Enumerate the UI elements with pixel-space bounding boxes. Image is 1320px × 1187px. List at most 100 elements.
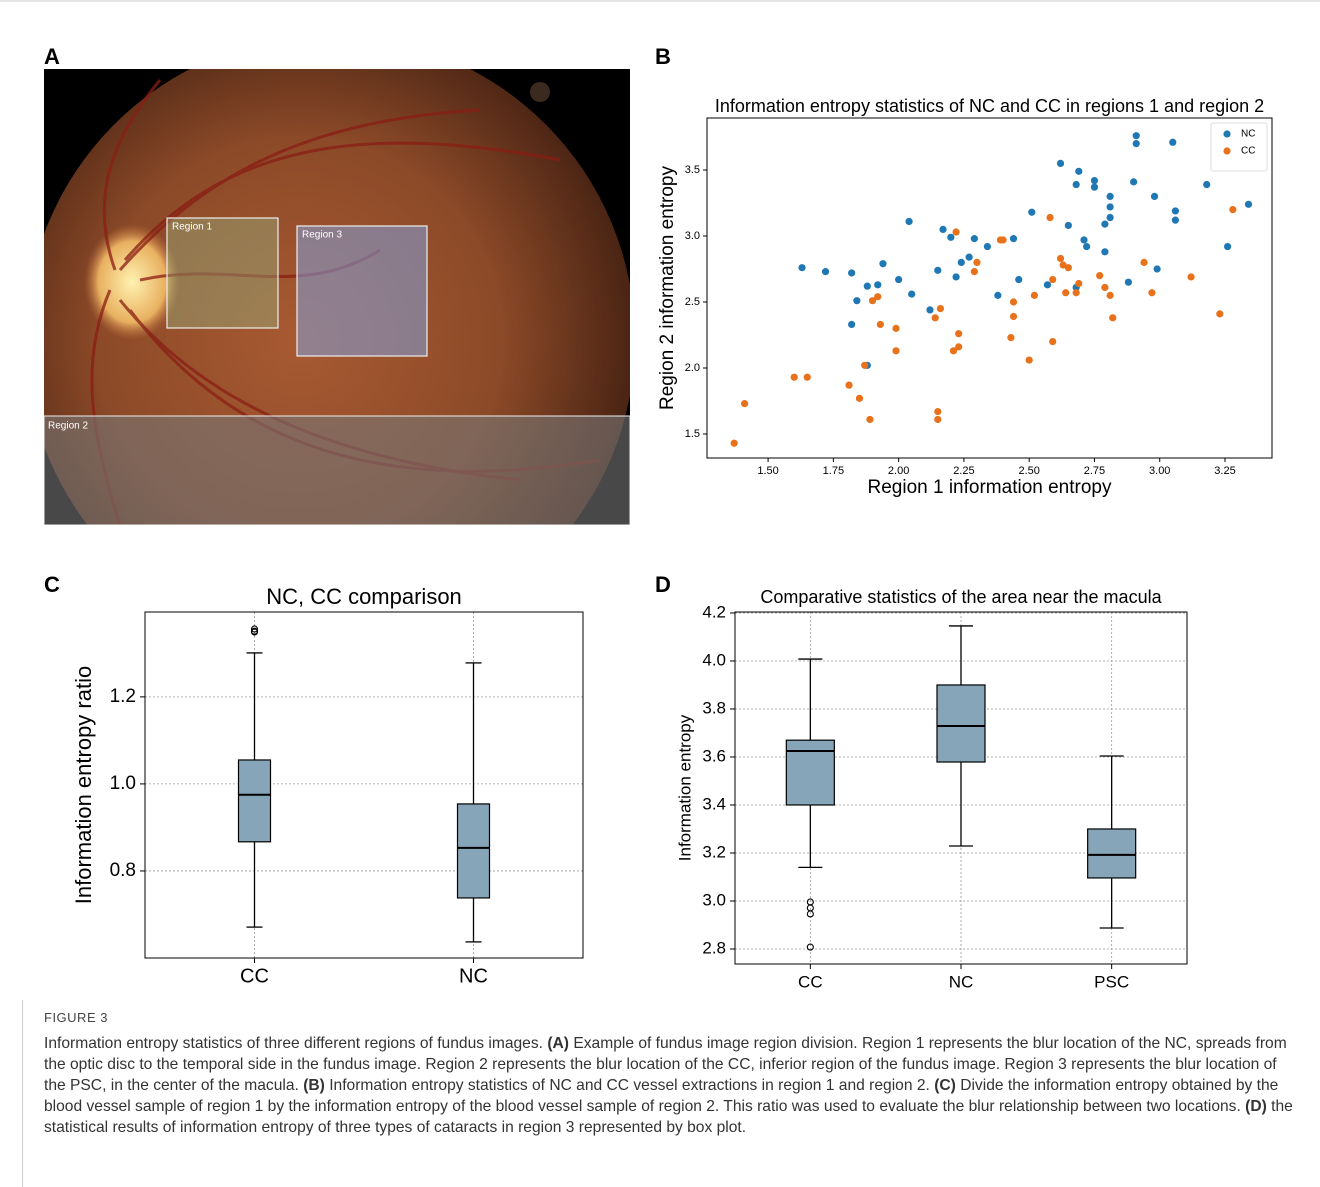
point [1049,338,1056,345]
region-label: Region 1 [172,222,212,233]
point [932,314,939,321]
point [999,236,1006,243]
caption-part: Information entropy statistics of NC and… [329,1077,930,1094]
point [1065,222,1072,229]
point [853,297,860,304]
point [1091,184,1098,191]
point [1046,214,1053,221]
x-tick-label: CC [240,965,269,987]
legend-label: NC [1241,129,1255,140]
point [1245,201,1252,208]
point [1073,181,1080,188]
x-tick-label: PSC [1094,972,1129,991]
point [1140,259,1147,266]
y-axis-label: Information entropy [675,714,694,861]
point [947,234,954,241]
caption-text: Information entropy statistics of three … [44,1033,1296,1138]
plot-frame [145,612,583,958]
point [955,330,962,337]
legend-label: CC [1241,146,1255,157]
x-axis-label: Region 1 information entropy [868,477,1112,498]
point [1109,314,1116,321]
region-box [297,226,427,356]
point [741,400,748,407]
point [1049,276,1056,283]
panel-label: B [655,44,671,69]
point [1172,217,1179,224]
point [1107,193,1114,200]
y-tick-label: 1.5 [685,428,700,440]
legend-box [1211,123,1267,171]
x-tick-label: 1.50 [757,465,778,477]
y-tick-label: 3.0 [685,230,700,242]
point [845,382,852,389]
point [1015,276,1022,283]
point [1073,289,1080,296]
point [869,297,876,304]
legend-marker [1223,147,1230,154]
point [804,374,811,381]
plot-frame [707,118,1272,458]
point [1028,209,1035,216]
box [1088,829,1136,878]
point [1044,281,1051,288]
point [1151,193,1158,200]
point [1062,289,1069,296]
y-tick-label: 2.0 [685,362,700,374]
point [1057,160,1064,167]
x-tick-label: NC [459,965,488,987]
point [958,259,965,266]
point [1172,207,1179,214]
x-tick-label: 2.50 [1018,465,1039,477]
y-tick-label: 1.2 [110,686,136,707]
point [1057,255,1064,262]
point [1187,273,1194,280]
point [731,440,738,447]
point [1229,206,1236,213]
point [1101,284,1108,291]
point [1203,181,1210,188]
point [1031,292,1038,299]
point [1133,132,1140,139]
y-tick-label: 3.0 [702,890,726,909]
region-label: Region 3 [302,230,342,241]
caption-part-label: (C) [934,1077,956,1094]
y-tick-label: 3.2 [702,842,726,861]
y-tick-label: 4.0 [702,650,726,669]
point [905,218,912,225]
point [966,254,973,261]
point [892,347,899,354]
point [856,395,863,402]
point [934,267,941,274]
point [1010,235,1017,242]
caption-part-label: (A) [547,1035,569,1052]
chart-title: Comparative statistics of the area near … [760,587,1162,607]
region-box [167,218,278,328]
point [1216,310,1223,317]
point [1107,292,1114,299]
chart-title: NC, CC comparison [266,584,462,609]
panel-label: D [655,572,671,597]
point [1169,139,1176,146]
point [1010,298,1017,305]
point [1125,279,1132,286]
point [874,281,881,288]
fundus-image: Region 1 Region 3 Region 2 [25,35,635,645]
x-tick-label: 3.00 [1149,465,1170,477]
caption-part-label: (D) [1245,1098,1267,1115]
point [1010,313,1017,320]
x-tick-label: 2.25 [953,465,974,477]
caption-intro: Information entropy statistics of three … [44,1035,543,1052]
point [934,416,941,423]
y-axis-label: Information entropy ratio [71,666,96,904]
point [952,228,959,235]
point [1007,334,1014,341]
point [1091,177,1098,184]
point [791,374,798,381]
page: A B C D Region 1 Region 3 Region 2 1. [0,0,1320,1187]
point [984,243,991,250]
point [994,292,1001,299]
figure-label: FIGURE 3 [44,1010,1296,1025]
box [786,740,834,805]
y-tick-label: 3.6 [702,746,726,765]
